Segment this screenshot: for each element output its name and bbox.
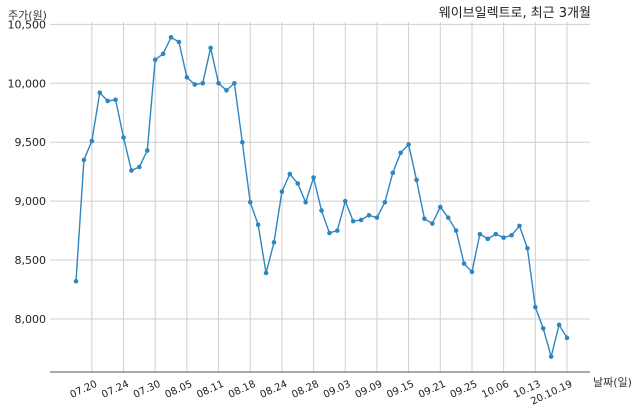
price-points	[73, 35, 570, 359]
data-point	[121, 135, 126, 140]
x-tick-label: 08.11	[195, 379, 226, 401]
x-tick-label: 10.06	[480, 379, 511, 401]
y-gridlines	[50, 23, 590, 320]
data-point	[279, 189, 285, 194]
data-point	[271, 240, 277, 245]
data-point	[200, 80, 206, 86]
x-tick-label: 07.24	[100, 379, 131, 401]
data-point	[255, 222, 261, 227]
x-gridlines	[91, 22, 568, 372]
data-point	[382, 200, 388, 205]
x-tick-labels: 07.20 07.24 07.30 08.05 08.11 08.18 08.24 08.28…	[69, 379, 575, 408]
data-point	[81, 157, 87, 163]
y-tick-label: 8,500	[15, 254, 47, 267]
data-point	[224, 88, 229, 93]
data-point	[295, 181, 301, 186]
data-point	[342, 198, 348, 204]
data-point	[509, 232, 514, 238]
data-point	[358, 217, 364, 223]
data-point	[398, 150, 403, 156]
data-point	[469, 269, 475, 275]
data-point	[493, 231, 499, 237]
data-point	[73, 278, 79, 284]
data-point	[89, 138, 95, 144]
x-tick-label: 09.03	[322, 379, 353, 401]
x-tick-label: 08.24	[259, 379, 290, 401]
data-point	[137, 164, 142, 170]
y-tick-label: 10,500	[8, 18, 47, 31]
data-point	[113, 97, 118, 103]
data-point	[564, 335, 570, 341]
data-point	[437, 204, 443, 210]
x-tick-label: 08.28	[290, 379, 321, 401]
data-point	[303, 200, 308, 205]
data-point	[160, 51, 166, 57]
data-point	[335, 228, 340, 233]
data-point	[144, 148, 150, 153]
data-point	[366, 212, 372, 218]
data-point	[327, 230, 332, 236]
x-tick-label: 09.21	[417, 379, 448, 401]
x-tick-label: 09.09	[354, 379, 385, 401]
data-point	[176, 39, 182, 45]
data-point	[517, 223, 522, 229]
x-tick-label: 09.25	[449, 379, 480, 401]
data-point	[540, 326, 546, 331]
data-point	[168, 35, 174, 40]
data-point	[414, 177, 419, 183]
data-point	[485, 236, 491, 242]
y-tick-label: 8,000	[15, 313, 47, 326]
data-point	[97, 90, 103, 96]
x-tick-label: 08.05	[164, 379, 195, 401]
data-point	[216, 80, 221, 86]
data-point	[129, 168, 134, 173]
x-tick-label: 08.18	[227, 379, 258, 401]
data-point	[453, 228, 459, 233]
x-tick-label: 07.20	[69, 379, 100, 401]
data-point	[240, 139, 245, 145]
data-point	[533, 304, 538, 310]
data-point	[208, 45, 213, 51]
data-point	[192, 82, 198, 87]
price-line	[75, 36, 568, 360]
data-point	[501, 235, 506, 240]
data-point	[319, 208, 324, 213]
data-point	[461, 261, 467, 266]
y-tick-label: 9,500	[15, 136, 47, 149]
data-point	[525, 245, 530, 251]
data-point	[232, 80, 237, 86]
x-tick-label: 07.30	[132, 379, 163, 401]
data-point	[105, 98, 110, 104]
data-point	[556, 322, 562, 328]
y-tick-label: 9,000	[15, 195, 47, 208]
data-point	[390, 170, 396, 176]
data-point	[422, 216, 427, 222]
y-tick-label: 10,000	[8, 77, 47, 90]
chart-title: 웨이브일렉트로, 최근 3개월	[439, 6, 591, 21]
data-point	[311, 175, 316, 180]
data-point	[152, 57, 158, 63]
x-tick-label: 09.15	[385, 379, 416, 401]
data-point	[247, 200, 253, 205]
y-tick-labels: 8,000 8,500 9,000 9,500 10,000 10,500	[8, 18, 47, 326]
data-point	[374, 215, 380, 220]
data-point	[477, 231, 483, 237]
data-point	[445, 215, 451, 220]
y-axis-label: 주가(원)	[8, 9, 47, 22]
data-point	[287, 171, 293, 177]
x-axis-label: 날짜(일)	[593, 375, 632, 389]
data-point	[548, 354, 554, 359]
data-point	[184, 75, 190, 80]
data-point	[350, 218, 356, 224]
data-point	[263, 270, 269, 276]
data-point	[430, 221, 435, 226]
data-point	[406, 142, 411, 147]
